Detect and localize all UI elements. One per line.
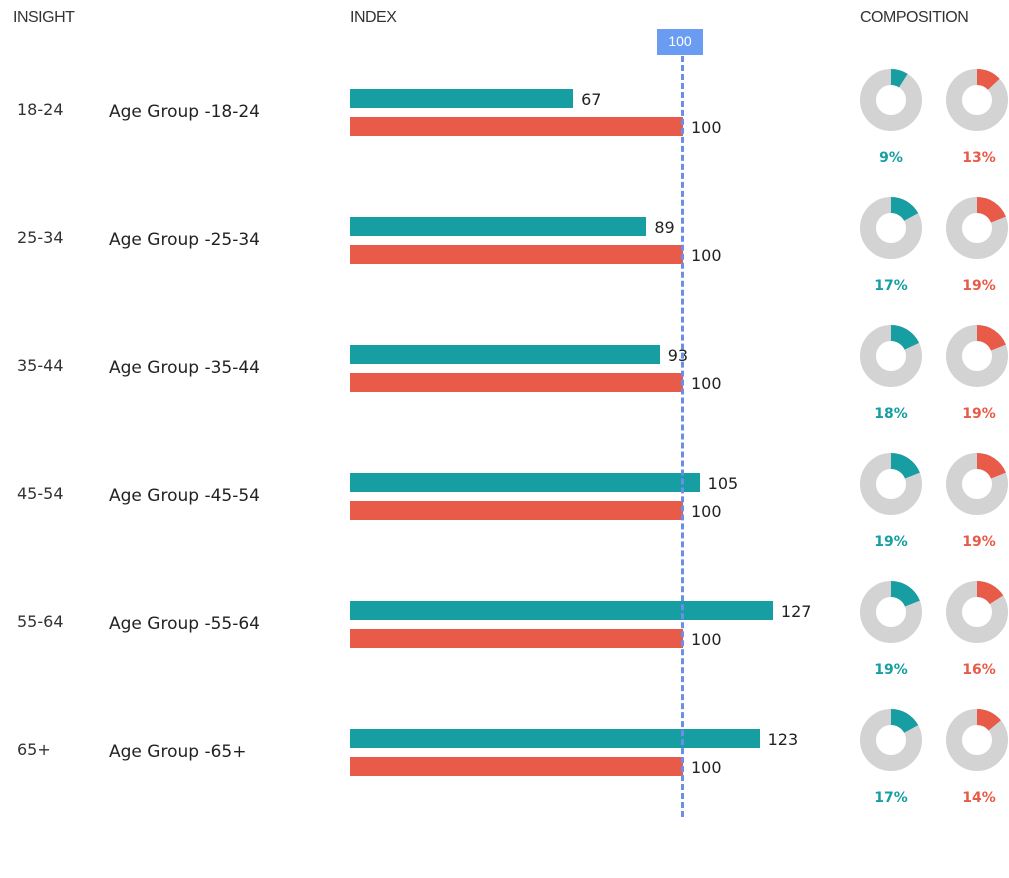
donut-base bbox=[946, 581, 1008, 643]
value-target: 67 bbox=[581, 90, 602, 109]
pct-target: 17% bbox=[874, 278, 908, 294]
donut-target bbox=[860, 581, 922, 643]
donut-base bbox=[946, 69, 1008, 131]
bar-base bbox=[350, 629, 683, 648]
header-insight: INSIGHT bbox=[13, 9, 75, 26]
value-base: 100 bbox=[691, 502, 722, 521]
bar-base bbox=[350, 245, 683, 264]
bar-target bbox=[350, 473, 700, 492]
donut-target bbox=[860, 69, 922, 131]
donut-base bbox=[946, 709, 1008, 771]
row-65+: 65+ Age Group -65+ 123 100 17% 14% bbox=[0, 709, 1009, 878]
pct-base: 19% bbox=[962, 278, 996, 294]
bar-target bbox=[350, 345, 660, 364]
value-target: 89 bbox=[654, 218, 675, 237]
bar-base bbox=[350, 501, 683, 520]
pct-target: 17% bbox=[874, 790, 908, 806]
pct-base: 13% bbox=[962, 150, 996, 166]
pct-base: 16% bbox=[962, 662, 996, 678]
row-45-54: 45-54 Age Group -45-54 105 100 19% 19% bbox=[0, 453, 1009, 622]
pct-target: 18% bbox=[874, 406, 908, 422]
group-label: Age Group -65+ bbox=[109, 742, 247, 762]
pct-target: 19% bbox=[874, 662, 908, 678]
bar-target bbox=[350, 217, 647, 236]
header-composition: COMPOSITION bbox=[860, 9, 969, 26]
row-55-64: 55-64 Age Group -55-64 127 100 19% 16% bbox=[0, 581, 1009, 750]
group-label: Age Group -18-24 bbox=[109, 102, 260, 122]
row-25-34: 25-34 Age Group -25-34 89 100 17% 19% bbox=[0, 197, 1009, 366]
value-target: 127 bbox=[780, 602, 812, 621]
value-base: 100 bbox=[691, 118, 722, 137]
donut-base bbox=[946, 453, 1008, 515]
insight-label: 25-34 bbox=[17, 228, 64, 247]
bar-base bbox=[350, 757, 683, 776]
value-base: 100 bbox=[691, 630, 722, 649]
pct-base: 14% bbox=[962, 790, 996, 806]
value-base: 100 bbox=[691, 374, 722, 393]
value-base: 100 bbox=[691, 758, 722, 777]
group-label: Age Group -35-44 bbox=[109, 358, 260, 378]
header-index: INDEX bbox=[350, 9, 397, 26]
donut-target bbox=[860, 709, 922, 771]
row-18-24: 18-24 Age Group -18-24 67 100 9% 13% bbox=[0, 69, 1009, 238]
bar-base bbox=[350, 117, 683, 136]
value-base: 100 bbox=[691, 246, 722, 265]
donut-target bbox=[860, 453, 922, 515]
insight-label: 55-64 bbox=[17, 612, 64, 631]
pct-base: 19% bbox=[962, 534, 996, 550]
reference-label: 100 bbox=[657, 29, 703, 55]
insight-label: 35-44 bbox=[17, 356, 64, 375]
bar-target bbox=[350, 89, 574, 108]
bar-base bbox=[350, 373, 683, 392]
insight-label: 18-24 bbox=[17, 100, 64, 119]
reference-line bbox=[681, 56, 684, 817]
donut-base bbox=[946, 197, 1008, 259]
bar-target bbox=[350, 601, 773, 620]
group-label: Age Group -55-64 bbox=[109, 614, 260, 634]
donut-target bbox=[860, 197, 922, 259]
row-35-44: 35-44 Age Group -35-44 93 100 18% 19% bbox=[0, 325, 1009, 494]
bar-target bbox=[350, 729, 760, 748]
donut-base bbox=[946, 325, 1008, 387]
group-label: Age Group -45-54 bbox=[109, 486, 260, 506]
pct-base: 19% bbox=[962, 406, 996, 422]
value-target: 123 bbox=[767, 730, 799, 749]
insight-label: 65+ bbox=[17, 740, 51, 759]
pct-target: 9% bbox=[879, 150, 903, 166]
value-target: 105 bbox=[707, 474, 739, 493]
donut-target bbox=[860, 325, 922, 387]
insight-label: 45-54 bbox=[17, 484, 64, 503]
pct-target: 19% bbox=[874, 534, 908, 550]
group-label: Age Group -25-34 bbox=[109, 230, 260, 250]
value-target: 93 bbox=[667, 346, 689, 365]
